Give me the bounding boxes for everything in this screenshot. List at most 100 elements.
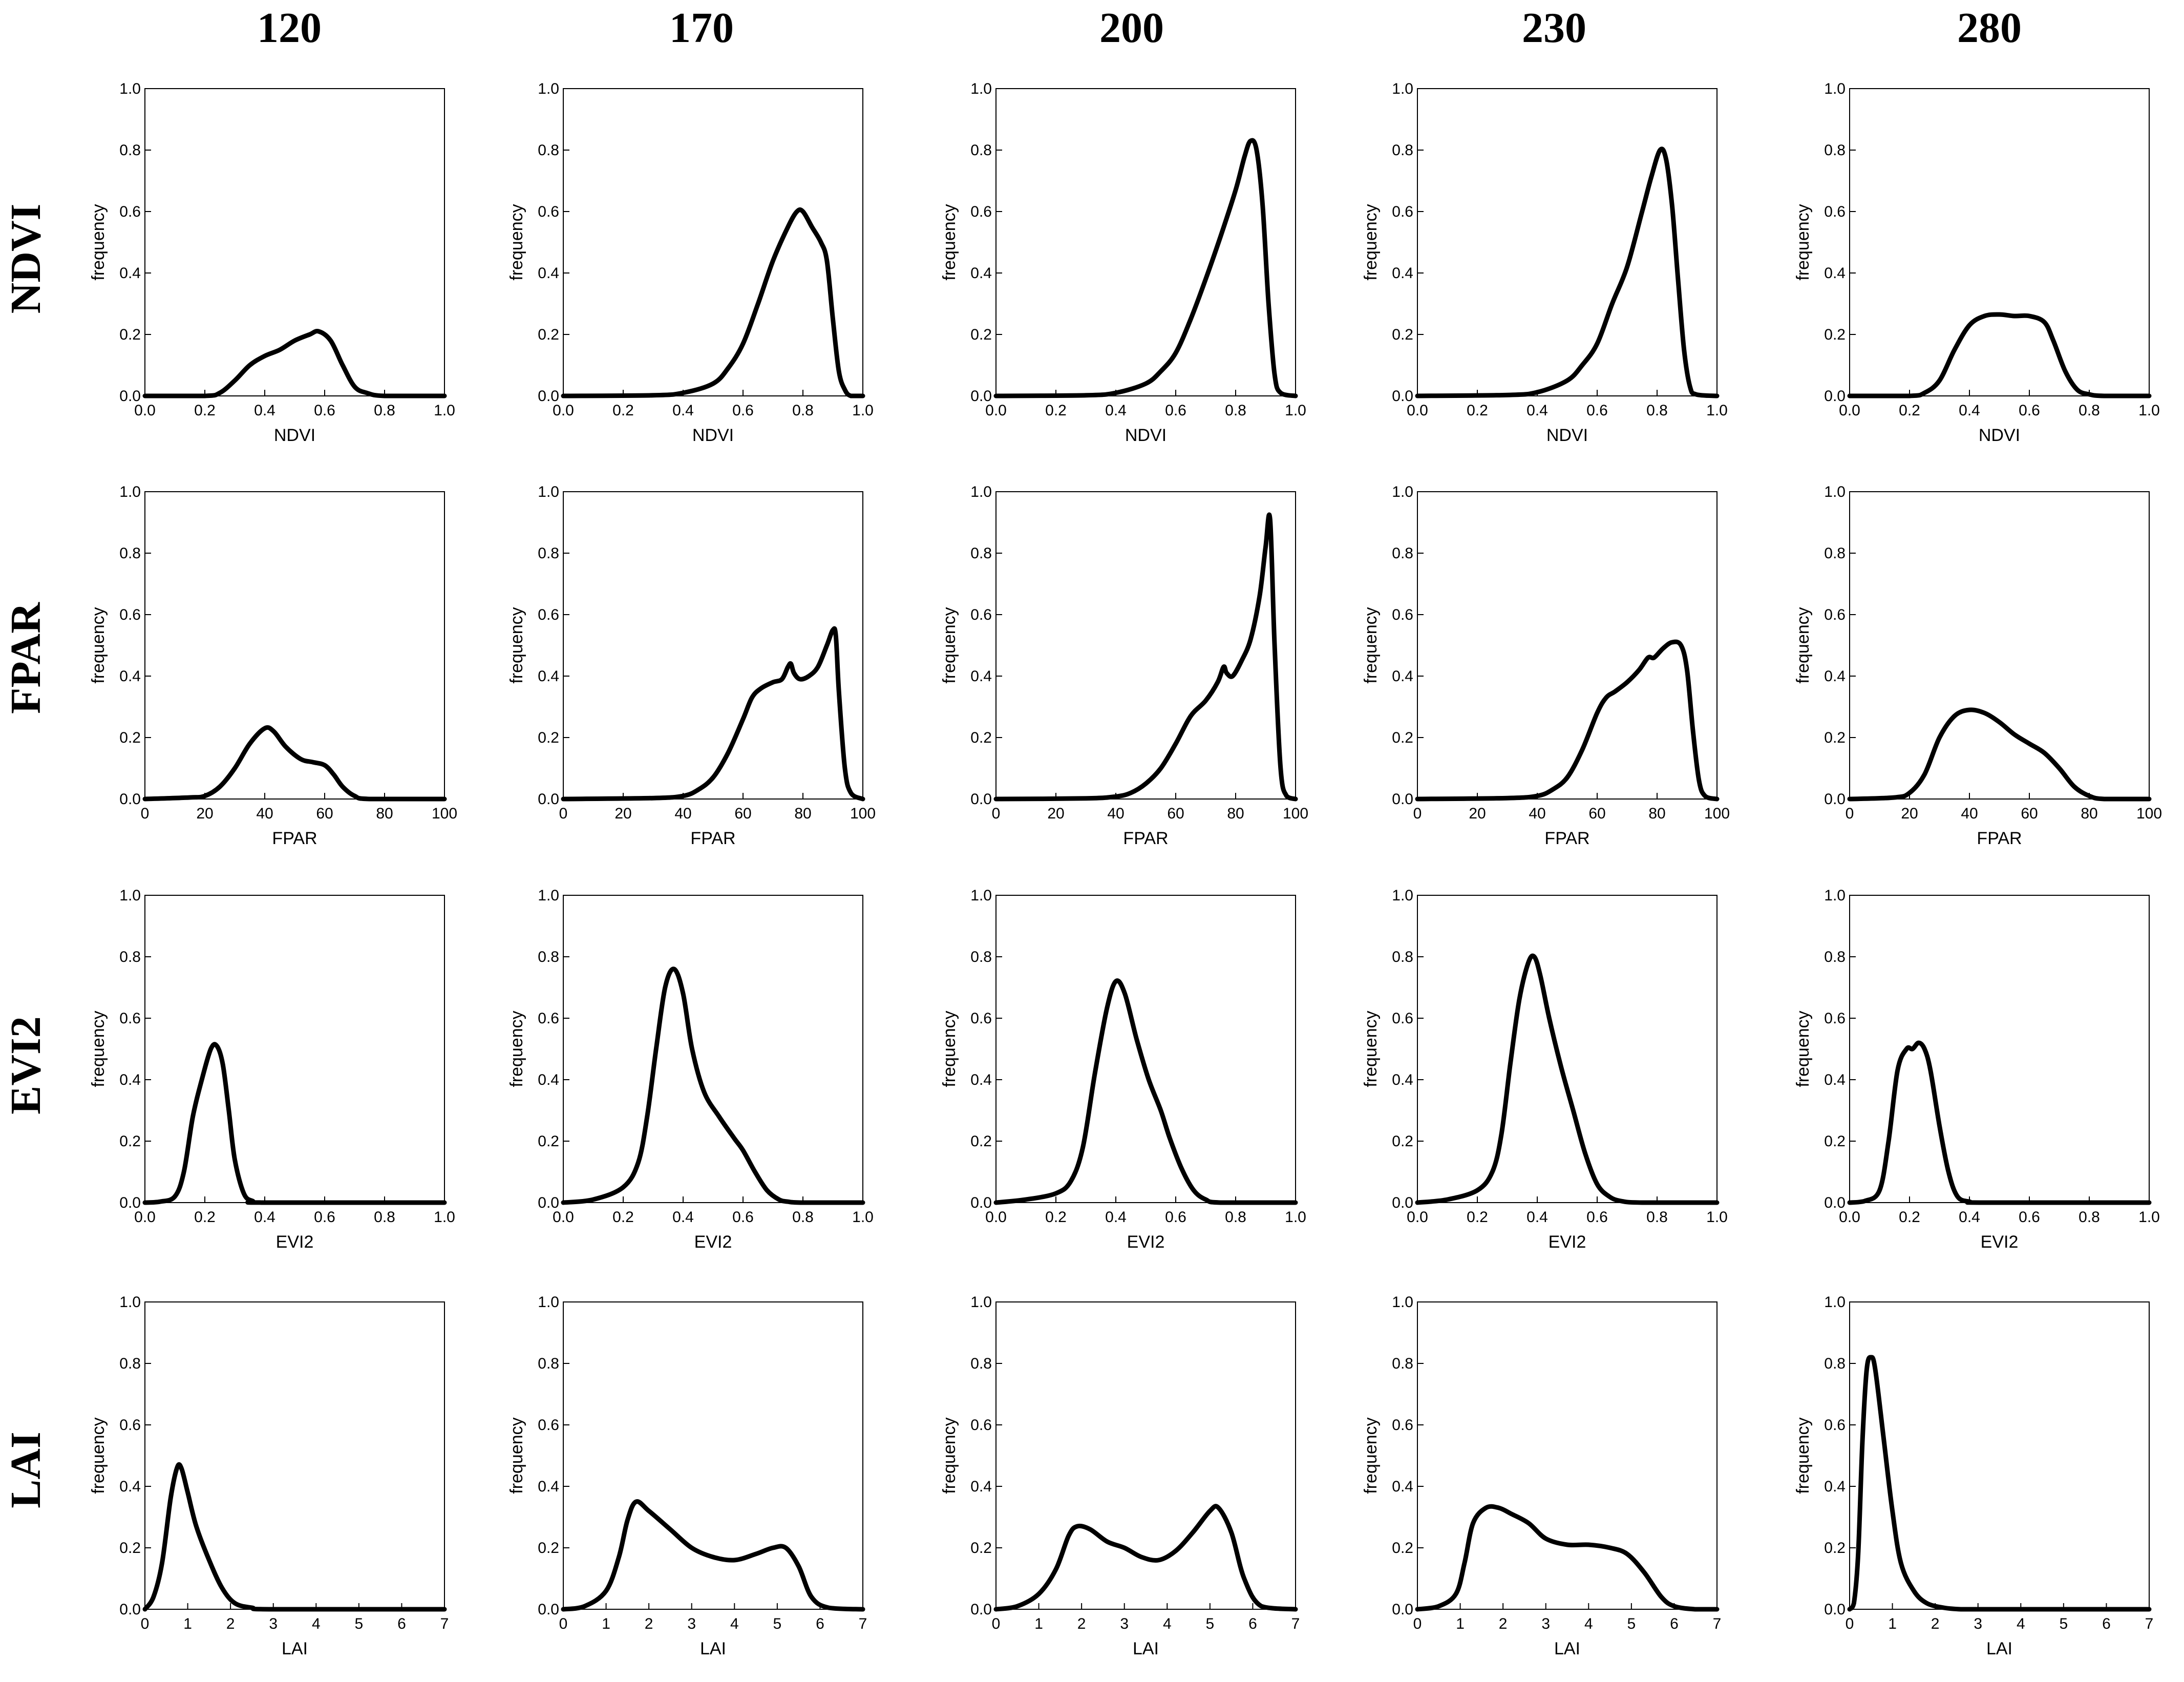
x-axis-label: NDVI — [274, 426, 315, 445]
y-tick-label: 0.4 — [538, 668, 559, 685]
x-tick-label: 4 — [730, 1615, 739, 1632]
x-tick-label: 0.4 — [1959, 1209, 1980, 1226]
y-axis-label: frequency — [940, 204, 959, 280]
y-axis-label: frequency — [1361, 607, 1381, 683]
x-tick-label: 20 — [1901, 805, 1918, 822]
x-tick-label: 1 — [602, 1615, 610, 1632]
x-tick-label: 5 — [1206, 1615, 1215, 1632]
x-tick-label: 0.0 — [553, 1209, 574, 1226]
x-tick-label: 6 — [2102, 1615, 2111, 1632]
y-tick-label: 0.8 — [538, 949, 559, 965]
y-tick-label: 0.0 — [1824, 1194, 1846, 1211]
x-tick-label: 20 — [1469, 805, 1486, 822]
series-line-ndvi-120 — [142, 329, 447, 398]
y-tick-label: 0.8 — [1824, 949, 1846, 965]
chart-fpar-200: 0 20 40 60 80 100 0.0 0.2 0.4 0.6 0.8 1.0 FPAR freque… — [940, 483, 1308, 848]
x-tick-label: 0 — [1413, 805, 1422, 822]
plot-frame — [995, 895, 1296, 1203]
y-tick-label: 0.8 — [970, 949, 992, 965]
x-tick-label: 0 — [1846, 1615, 1854, 1632]
y-tick-label: 0.2 — [538, 1133, 559, 1150]
y-tick-label: 0.2 — [1824, 1540, 1846, 1557]
x-tick-label: 0.2 — [1899, 1209, 1920, 1226]
series-line-evi2-120 — [142, 1042, 447, 1205]
y-tick-label: 0.4 — [538, 1478, 559, 1495]
x-tick-label: 0.6 — [1586, 1209, 1608, 1226]
y-tick-label: 0.0 — [538, 1194, 559, 1211]
x-tick-label: 0.8 — [792, 1209, 814, 1226]
y-tick-label: 0.4 — [1824, 265, 1846, 282]
y-tick-label: 0.0 — [1824, 791, 1846, 808]
y-tick-label: 0.0 — [1824, 1601, 1846, 1618]
y-tick-label: 0.8 — [1392, 949, 1413, 965]
x-tick-label: 5 — [1627, 1615, 1636, 1632]
plot-frame — [563, 88, 863, 396]
y-tick-label: 1.0 — [1824, 1294, 1846, 1311]
y-tick-label: 0.2 — [538, 729, 559, 746]
x-tick-label: 0.4 — [672, 1209, 694, 1226]
x-tick-label: 0.0 — [985, 402, 1007, 419]
chart-panels: 0.0 0.2 0.4 0.6 0.8 1.0 0.0 0.2 0.4 0.6 0.8 1.0 NDVI… — [89, 80, 2162, 1658]
y-tick-label: 1.0 — [538, 887, 559, 904]
y-tick-label: 0.6 — [970, 1010, 992, 1027]
y-tick-label: 1.0 — [1392, 483, 1413, 500]
x-tick-label: 0 — [141, 1615, 150, 1632]
x-tick-label: 40 — [1961, 805, 1978, 822]
y-tick-label: 0.2 — [538, 1540, 559, 1557]
y-tick-label: 0.6 — [1392, 203, 1413, 220]
x-tick-label: 0.6 — [314, 1209, 335, 1226]
column-header-170: 170 — [669, 4, 734, 52]
x-tick-label: 3 — [1120, 1615, 1129, 1632]
x-tick-label: 6 — [816, 1615, 824, 1632]
y-tick-label: 0.0 — [119, 1601, 141, 1618]
x-tick-label: 1.0 — [1706, 402, 1728, 419]
x-tick-label: 0.0 — [553, 402, 574, 419]
x-tick-label: 0.2 — [1045, 1209, 1067, 1226]
y-tick-label: 0.4 — [970, 668, 992, 685]
x-axis-label: EVI2 — [694, 1232, 732, 1252]
y-axis-label: frequency — [507, 1417, 526, 1494]
plot-frame — [1417, 1301, 1717, 1610]
y-tick-label: 1.0 — [970, 483, 992, 500]
x-tick-label: 1.0 — [434, 402, 455, 419]
column-header-120: 120 — [257, 4, 322, 52]
y-tick-label: 0.2 — [119, 729, 141, 746]
y-tick-label: 0.0 — [1824, 388, 1846, 405]
y-tick-label: 0.0 — [970, 791, 992, 808]
y-axis-label: frequency — [1793, 1011, 1813, 1087]
y-tick-label: 0.0 — [970, 1601, 992, 1618]
row-header-fpar: FPAR — [2, 602, 50, 714]
y-tick-label: 0.4 — [1392, 265, 1413, 282]
y-tick-label: 0.4 — [970, 265, 992, 282]
series-line-fpar-120 — [142, 725, 447, 802]
x-tick-label: 0 — [992, 805, 1001, 822]
x-axis-label: NDVI — [1979, 426, 2020, 445]
y-tick-label: 0.0 — [119, 1194, 141, 1211]
y-tick-label: 0.2 — [538, 326, 559, 343]
x-tick-label: 0.4 — [1526, 402, 1548, 419]
column-header-200: 200 — [1099, 4, 1164, 52]
x-tick-label: 100 — [850, 805, 876, 822]
x-tick-label: 0.4 — [1526, 1209, 1548, 1226]
x-tick-label: 0.2 — [1045, 402, 1067, 419]
y-tick-label: 0.2 — [1392, 326, 1413, 343]
y-tick-label: 0.6 — [1392, 1417, 1413, 1434]
x-axis-label: NDVI — [692, 426, 734, 445]
x-tick-label: 4 — [312, 1615, 321, 1632]
y-tick-label: 0.2 — [1824, 729, 1846, 746]
y-tick-label: 1.0 — [119, 887, 141, 904]
y-tick-label: 0.8 — [538, 545, 559, 562]
y-tick-label: 0.6 — [1824, 203, 1846, 220]
y-tick-label: 0.0 — [538, 791, 559, 808]
x-tick-label: 7 — [1713, 1615, 1722, 1632]
x-tick-label: 0.6 — [1165, 1209, 1186, 1226]
chart-lai-170: 0 1 2 3 4 5 6 7 0.0 0.2 0.4 0.6 0.8 1.0 LAI frequency — [507, 1294, 867, 1658]
x-axis-label: EVI2 — [276, 1232, 314, 1252]
x-tick-label: 0.4 — [1105, 1209, 1127, 1226]
y-tick-label: 1.0 — [538, 1294, 559, 1311]
x-tick-label: 0.4 — [254, 1209, 275, 1226]
x-tick-label: 40 — [1529, 805, 1545, 822]
x-tick-label: 1.0 — [434, 1209, 455, 1226]
plot-frame — [563, 1301, 863, 1610]
plot-frame — [995, 491, 1296, 800]
